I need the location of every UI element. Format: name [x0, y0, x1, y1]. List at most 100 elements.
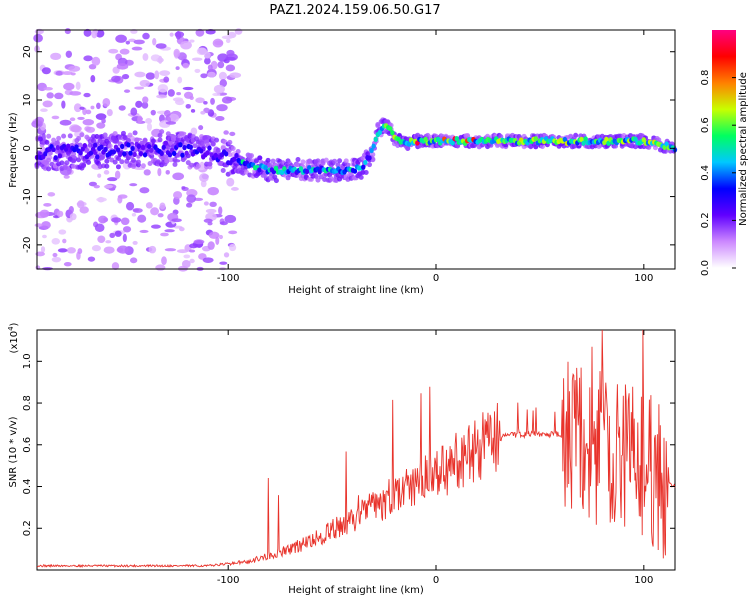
noise-blob [182, 86, 194, 91]
noise-blob [131, 213, 137, 217]
noise-blob [177, 76, 183, 84]
noise-blob [42, 100, 53, 108]
band-halo [465, 133, 471, 139]
band-core [188, 144, 193, 150]
band-core [579, 136, 584, 142]
band-core [103, 146, 108, 153]
noise-blob [207, 186, 219, 196]
noise-blob [133, 208, 140, 212]
band-halo [91, 138, 97, 144]
band-halo [132, 130, 138, 136]
band-halo [51, 137, 57, 143]
y-tick-label: 20 [22, 45, 33, 58]
band-halo [122, 135, 128, 141]
band-halo [337, 158, 343, 164]
noise-blob [203, 100, 208, 105]
noise-blob [40, 246, 46, 253]
band-halo [533, 144, 539, 150]
band-core [138, 151, 144, 157]
noise-blob [94, 223, 105, 232]
y-tick-label: 0.8 [22, 395, 33, 411]
noise-blob [133, 39, 145, 45]
band-halo [159, 129, 165, 135]
band-halo [46, 133, 52, 139]
noise-blob [111, 217, 122, 223]
noise-blob [137, 115, 143, 124]
noise-blob [158, 55, 163, 64]
colorbar-tick-label: 0.2 [700, 212, 711, 228]
band-core [178, 142, 183, 148]
noise-blob [58, 229, 67, 235]
noise-blob [112, 66, 120, 74]
band-core [74, 144, 79, 150]
noise-blob [155, 264, 166, 271]
noise-blob [189, 243, 198, 249]
noise-blob [35, 251, 45, 257]
band-halo [140, 163, 146, 169]
band-core [115, 147, 121, 153]
noise-blob [148, 245, 157, 254]
spectrogram-x-label: Height of straight line (km) [288, 285, 424, 296]
noise-blob [115, 34, 127, 43]
noise-blob [134, 86, 145, 90]
band-core [205, 150, 210, 156]
noise-blob [103, 246, 115, 254]
chart-title: PAZ1.2024.159.06.50.G17 [269, 3, 440, 18]
noise-blob [96, 122, 106, 129]
noise-blob [51, 238, 61, 245]
noise-blob [155, 43, 167, 49]
band-core [213, 152, 218, 158]
noise-blob [204, 51, 211, 59]
noise-blob [196, 47, 208, 56]
snr-ticks: -100 0 100 0.2 0.4 0.6 0.8 1.0 [22, 330, 675, 586]
band-halo [253, 158, 259, 164]
spectrogram-image [31, 27, 678, 272]
band-halo [46, 157, 52, 163]
snr-series-line [36, 329, 676, 569]
band-halo [71, 158, 77, 164]
snr-multiplier: (x104) [7, 322, 20, 353]
band-halo [227, 139, 233, 145]
band-core [182, 145, 187, 151]
band-halo [44, 139, 50, 145]
band-halo [573, 132, 579, 138]
noise-blob [117, 245, 129, 254]
noise-blob [200, 110, 206, 115]
band-halo [107, 143, 113, 149]
band-halo [61, 133, 67, 139]
band-halo [210, 141, 216, 147]
noise-blob [230, 187, 239, 191]
noise-blob [96, 197, 107, 202]
noise-blob [164, 248, 177, 252]
noise-blob [203, 218, 213, 223]
noise-blob [225, 38, 231, 44]
band-halo [172, 161, 178, 167]
noise-blob [117, 195, 123, 204]
band-halo [46, 166, 52, 172]
band-halo [115, 164, 121, 170]
band-core [147, 143, 152, 150]
band-halo [79, 132, 85, 138]
band-core [43, 151, 48, 157]
noise-blob [213, 84, 225, 94]
band-core [161, 144, 166, 150]
band-core [90, 146, 96, 152]
y-tick-label: 0 [22, 145, 33, 151]
noise-blob [164, 109, 171, 117]
band-halo [112, 159, 118, 165]
noise-blob [142, 32, 150, 40]
noise-blob [228, 230, 238, 235]
noise-blob [198, 125, 204, 131]
noise-blob [107, 177, 118, 182]
noise-blob [226, 49, 235, 57]
noise-blob [160, 232, 169, 237]
band-core [390, 130, 395, 136]
colorbar-label: Normalized spectral amplitude [738, 72, 749, 226]
band-core [149, 147, 154, 153]
noise-blob [62, 71, 74, 76]
colorbar: 0.0 0.2 0.4 0.6 0.8 Normalized spectral ampl… [700, 30, 749, 276]
band-halo [67, 133, 73, 139]
noise-blob [83, 92, 91, 98]
x-tick-label: 100 [634, 273, 653, 284]
band-core [232, 156, 237, 162]
